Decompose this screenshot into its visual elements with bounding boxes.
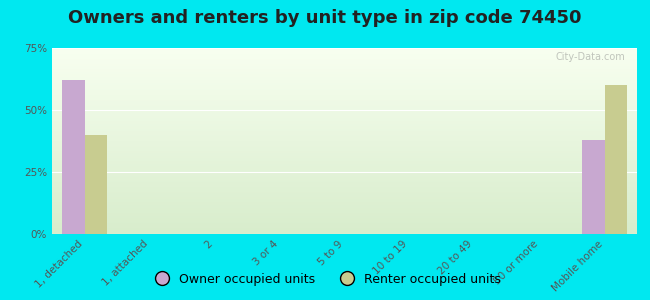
Legend: Owner occupied units, Renter occupied units: Owner occupied units, Renter occupied un… xyxy=(144,268,506,291)
Bar xyxy=(604,85,627,234)
Text: City-Data.com: City-Data.com xyxy=(556,52,625,62)
Bar xyxy=(62,80,84,234)
Bar xyxy=(84,135,107,234)
Text: Owners and renters by unit type in zip code 74450: Owners and renters by unit type in zip c… xyxy=(68,9,582,27)
Bar xyxy=(582,140,604,234)
